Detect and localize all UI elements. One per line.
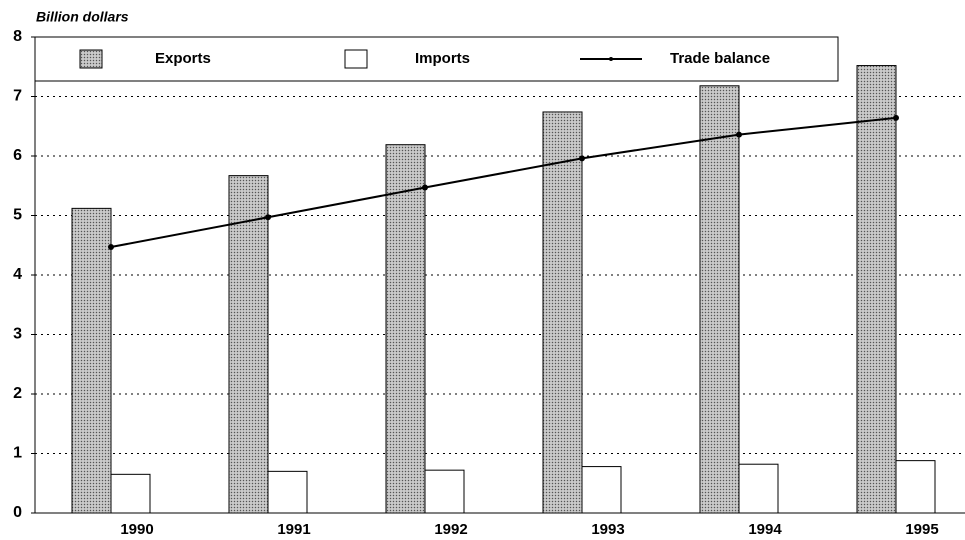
bar (542, 111, 583, 514)
bar (699, 85, 740, 514)
y-tick-label: 4 (13, 266, 22, 283)
x-tick-label: 1995 (905, 521, 938, 538)
legend-swatch (344, 49, 368, 69)
y-tick-label: 8 (13, 28, 22, 45)
y-tick-label: 0 (13, 504, 22, 521)
x-tick-label: 1990 (120, 521, 153, 538)
bar (385, 144, 426, 514)
y-tick-label: 7 (13, 88, 22, 105)
bar (228, 175, 269, 514)
y-tick-label: 6 (13, 147, 22, 164)
x-tick-label: 1993 (591, 521, 624, 538)
legend-label: Exports (155, 50, 211, 67)
y-axis-label: Billion dollars (36, 9, 129, 25)
legend-box (34, 36, 839, 82)
legend-swatch (79, 49, 103, 69)
bar (267, 470, 308, 514)
line-marker (422, 184, 428, 191)
legend-swatch (609, 57, 613, 61)
line-marker (579, 155, 585, 162)
y-tick-label: 2 (13, 385, 22, 402)
bar (738, 463, 779, 514)
line-marker (893, 114, 899, 121)
bar (71, 207, 112, 514)
line-marker (108, 244, 114, 251)
x-tick-label: 1992 (434, 521, 467, 538)
bar (424, 469, 465, 514)
bar (895, 460, 936, 514)
y-tick-label: 1 (13, 445, 22, 462)
bar (856, 65, 897, 514)
y-tick-label: 5 (13, 207, 22, 224)
x-tick-label: 1991 (277, 521, 310, 538)
x-tick-label: 1994 (748, 521, 782, 538)
line (110, 116, 897, 249)
legend-label: Imports (415, 50, 470, 67)
legend-label: Trade balance (670, 50, 770, 67)
y-tick-label: 3 (13, 326, 22, 343)
line-marker (265, 214, 271, 221)
bar (581, 466, 622, 514)
line-marker (736, 131, 742, 138)
bar (110, 473, 151, 514)
